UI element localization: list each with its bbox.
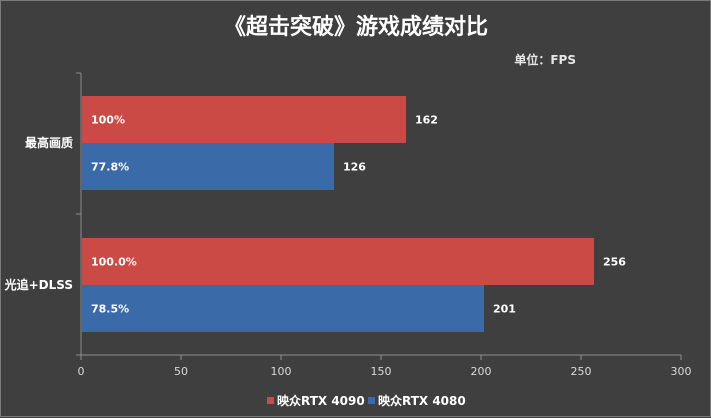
category-label: 最高画质	[25, 135, 73, 150]
legend-swatch	[368, 397, 375, 404]
bar-value-label: 201	[493, 303, 516, 316]
x-tick-label: 0	[78, 365, 85, 378]
x-tick-label: 100	[271, 365, 292, 378]
bar	[82, 143, 334, 190]
x-tick-label: 50	[174, 365, 188, 378]
bar	[82, 285, 484, 332]
bar-value-label: 162	[415, 114, 438, 127]
bar	[82, 238, 594, 285]
bar-percent-label: 77.8%	[91, 161, 129, 174]
legend-label: 映众RTX 4080	[378, 393, 466, 408]
bar-percent-label: 78.5%	[91, 303, 129, 316]
legend-label: 映众RTX 4090	[277, 393, 365, 408]
category-label: 光追+DLSS	[4, 277, 73, 292]
x-tick-label: 300	[671, 365, 692, 378]
bar-percent-label: 100.0%	[91, 256, 137, 269]
x-tick-label: 150	[371, 365, 392, 378]
legend: 映众RTX 4090 映众RTX 4080	[267, 393, 466, 408]
bar-value-label: 256	[603, 256, 626, 269]
chart-title: 《超击突破》游戏成绩对比	[224, 14, 488, 40]
legend-swatch	[267, 397, 274, 404]
unit-label: 单位：FPS	[514, 52, 576, 67]
x-tick-label: 200	[471, 365, 492, 378]
bar	[82, 96, 406, 143]
x-tick-label: 250	[571, 365, 592, 378]
bar-value-label: 126	[343, 161, 366, 174]
plot-area: 0 50 100 150 200 250 300 最高画质 100% 162 77.8% 126 光追+…	[4, 72, 692, 378]
bar-percent-label: 100%	[91, 114, 125, 127]
